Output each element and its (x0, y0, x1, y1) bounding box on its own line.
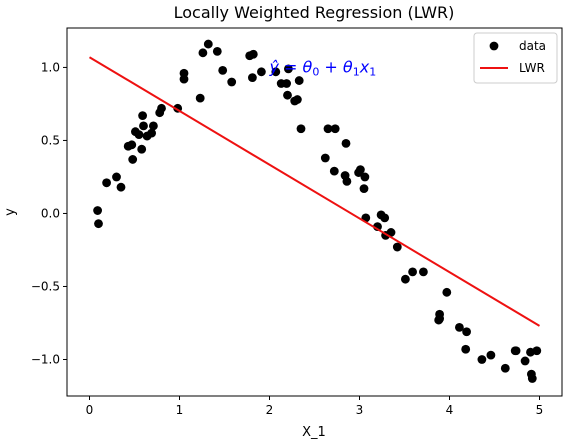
data-point (139, 121, 148, 131)
y-tick-label: −1.0 (31, 352, 60, 366)
x-tick-label: 4 (446, 403, 454, 417)
x-tick-label: 2 (266, 403, 274, 417)
equation-subscript: 1 (353, 65, 360, 78)
data-point (330, 124, 340, 134)
data-point (137, 144, 147, 154)
data-point (102, 178, 111, 188)
equation-part: θ (303, 57, 313, 76)
data-point (356, 165, 365, 175)
data-point (283, 90, 292, 100)
data-point (359, 184, 369, 194)
data-point (296, 124, 306, 134)
x-tick-label: 5 (536, 403, 544, 417)
data-point (435, 314, 444, 324)
data-point (401, 274, 410, 284)
data-point (147, 128, 157, 138)
data-point (128, 155, 138, 164)
data-point (320, 153, 330, 163)
legend-label: LWR (519, 61, 545, 75)
data-point (218, 65, 228, 75)
legend: data LWR (473, 32, 558, 84)
x-axis-label: X_1 (302, 425, 326, 440)
data-point (116, 182, 126, 192)
data-point (203, 39, 213, 49)
data-point (408, 267, 417, 277)
data-point (198, 48, 208, 58)
data-point (248, 73, 257, 83)
data-point (360, 172, 370, 182)
lwr-line (88, 56, 541, 327)
data-point (195, 93, 205, 103)
data-point (511, 346, 521, 356)
data-point (227, 77, 237, 87)
data-point (527, 369, 536, 379)
equation-part: θ (343, 57, 353, 76)
equation-annotation: ŷ = θ0 + θ1x1 (269, 57, 377, 78)
y-tick-label: 1.0 (41, 60, 60, 74)
data-point (94, 219, 103, 229)
plot-area: 0 1 2 3 4 5−1.0−0.50.00.51.0 ŷ = θ0 + θ1x1 (31, 27, 563, 417)
y-tick-label: 0.5 (41, 133, 60, 147)
data-point (455, 322, 464, 332)
data-point (341, 138, 351, 148)
data-point (342, 176, 352, 186)
data-point (500, 363, 510, 373)
data-point (112, 172, 121, 182)
data-point (419, 267, 428, 277)
y-tick-label: −0.5 (31, 279, 60, 293)
equation-subscript: 0 (312, 65, 319, 78)
y-tick-label: 0.0 (41, 206, 60, 220)
data-point (461, 344, 471, 354)
data-point (442, 287, 452, 297)
data-point (520, 356, 530, 366)
y-axis-label: y (3, 208, 18, 216)
data-point (257, 67, 266, 77)
data-point (380, 213, 390, 223)
equation-part: + (319, 57, 343, 76)
axes-frame (66, 27, 563, 397)
legend-marker-data (489, 41, 499, 51)
data-point (212, 46, 222, 56)
data-point (138, 111, 148, 121)
data-point (293, 95, 302, 104)
data-point (392, 242, 402, 252)
data-point (462, 327, 471, 337)
data-point (532, 346, 542, 356)
data-point (486, 350, 496, 360)
data-point (127, 140, 137, 150)
data-point (323, 124, 333, 134)
data-point (284, 64, 293, 74)
equation-part: ŷ (269, 57, 280, 76)
x-tick-label: 0 (86, 403, 94, 417)
equation-part: x (359, 57, 370, 76)
data-point (248, 49, 258, 59)
data-point (477, 355, 487, 364)
data-point (149, 121, 158, 131)
x-tick-label: 3 (356, 403, 364, 417)
data-point (93, 206, 102, 215)
data-point (386, 228, 396, 237)
data-point (282, 79, 291, 88)
data-point (329, 166, 339, 176)
legend-label: data (519, 39, 546, 53)
x-tick-label: 1 (176, 403, 184, 417)
data-point (157, 103, 166, 113)
equation-subscript: 1 (369, 65, 376, 78)
data-point (179, 68, 189, 78)
chart-title: Locally Weighted Regression (LWR) (174, 3, 455, 22)
data-point (294, 76, 304, 85)
equation-part: = (279, 57, 303, 76)
data-point (271, 67, 281, 77)
data-point (134, 130, 144, 140)
